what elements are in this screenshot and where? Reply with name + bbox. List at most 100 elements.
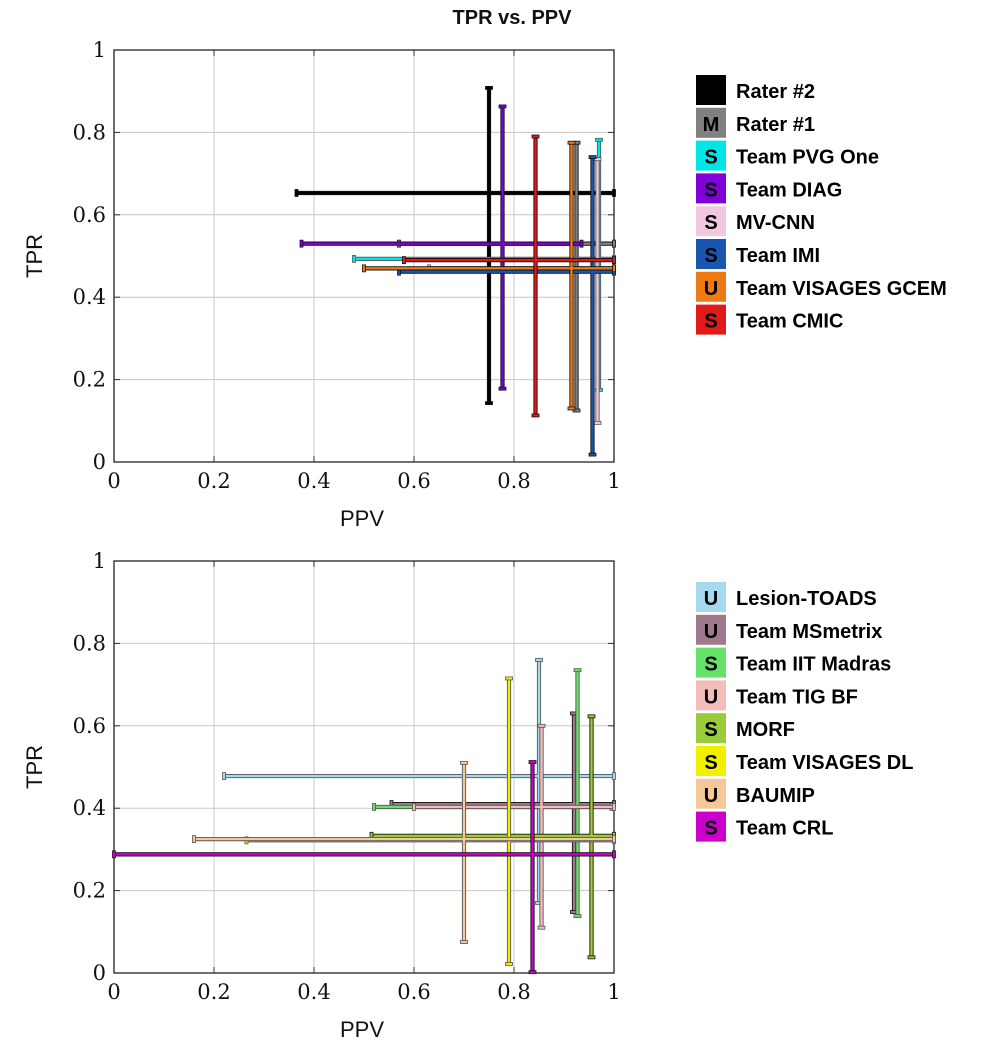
legend-swatch bbox=[696, 647, 726, 678]
x-axis-label: PPV bbox=[340, 506, 384, 531]
legend-item-team-tig-bf: U Team TIG BF bbox=[696, 680, 858, 711]
errorbar-cap bbox=[528, 760, 537, 764]
legend-swatch bbox=[696, 75, 726, 105]
x-tick-label: 0.8 bbox=[497, 469, 530, 493]
errorbar-cap bbox=[460, 940, 468, 944]
errorbar-cap bbox=[567, 406, 576, 411]
y-tick-label: 1 bbox=[93, 38, 106, 62]
legend-item-team-iit-madras: S Team IIT Madras bbox=[696, 647, 891, 678]
y-tick-label: 0.4 bbox=[73, 796, 106, 820]
errorbar-cap bbox=[485, 401, 493, 405]
plot-frame bbox=[113, 49, 615, 463]
series-team-visages-dl bbox=[244, 676, 616, 966]
x-tick-label: 0 bbox=[107, 980, 120, 1004]
errorbar-cap bbox=[537, 723, 546, 728]
series-mv-cnn bbox=[427, 157, 616, 425]
legend-item-team-visages-dl: S Team VISAGES DL bbox=[696, 746, 913, 776]
y-tick-label: 0.2 bbox=[73, 368, 106, 392]
errorbar-cap bbox=[112, 850, 116, 859]
legend-label: Team CRL bbox=[736, 818, 833, 840]
legend-label: Team PVG One bbox=[736, 147, 879, 169]
legend-item-baumip: U BAUMIP bbox=[696, 778, 815, 809]
legend-label: Team VISAGES GCEM bbox=[736, 278, 947, 300]
errorbar-cap bbox=[595, 137, 603, 142]
series-team-diag bbox=[299, 104, 584, 391]
errorbar-cap bbox=[498, 104, 507, 109]
legend-swatch bbox=[696, 811, 726, 842]
errorbar-cap bbox=[531, 413, 540, 418]
errorbar-cap bbox=[528, 970, 537, 975]
y-tick-label: 0.2 bbox=[73, 879, 106, 903]
x-tick-label: 1 bbox=[607, 469, 620, 493]
legend-swatch bbox=[696, 140, 726, 171]
errorbar-cap bbox=[588, 452, 597, 457]
errorbar-cap bbox=[372, 803, 376, 811]
legend-swatch bbox=[696, 107, 726, 138]
legend-swatch bbox=[696, 239, 726, 269]
x-tick-label: 0.4 bbox=[297, 980, 330, 1004]
y-tick-label: 1 bbox=[93, 549, 106, 573]
errorbar-cap bbox=[587, 955, 596, 960]
errorbar-cap bbox=[505, 962, 513, 966]
errorbar-cap bbox=[612, 772, 616, 780]
legend-badge: S bbox=[704, 212, 717, 234]
errorbar-cap bbox=[588, 155, 597, 160]
legend-badge: U bbox=[704, 621, 718, 643]
errorbar-cap bbox=[572, 408, 581, 413]
legend-swatch bbox=[696, 271, 726, 302]
legend-badge: S bbox=[704, 654, 717, 676]
y-axis-label: TPR bbox=[22, 234, 47, 278]
legend-label: Lesion-TOADS bbox=[736, 588, 877, 610]
legend-label: MORF bbox=[736, 719, 795, 741]
chart-panel-bottom: 0 0.2 0.4 0.6 0.8 1 0 0.2 0.4 0.6 0.8 1 PPV TPR U Lesio… bbox=[22, 549, 913, 1042]
errorbar-cap bbox=[612, 239, 616, 248]
series-baumip bbox=[192, 760, 616, 944]
legend-badge: U bbox=[704, 588, 718, 610]
legend-badge: S bbox=[704, 719, 717, 741]
errorbar-cap bbox=[612, 835, 616, 843]
series-team-crl bbox=[112, 760, 616, 975]
legend-badge: S bbox=[704, 245, 717, 267]
legend-label: Team IMI bbox=[736, 245, 820, 267]
legend-swatch bbox=[696, 713, 726, 744]
legend-badge: U bbox=[704, 785, 718, 807]
legend-swatch bbox=[696, 614, 726, 645]
y-tick-label: 0.8 bbox=[73, 120, 106, 144]
x-tick-label: 1 bbox=[607, 980, 620, 1004]
chart-panel-top: 0 0.2 0.4 0.6 0.8 1 0 0.2 0.4 0.6 0.8 1 PPV TPR Rater … bbox=[22, 38, 947, 531]
y-tick-label: 0 bbox=[93, 450, 106, 474]
legend-label: Rater #2 bbox=[736, 81, 815, 103]
errorbar-cap bbox=[402, 256, 406, 265]
legend-label: BAUMIP bbox=[736, 785, 815, 807]
y-axis-label: TPR bbox=[22, 745, 47, 789]
x-tick-label: 0.8 bbox=[497, 980, 530, 1004]
legend-badge: U bbox=[704, 278, 718, 300]
errorbar-cap bbox=[593, 420, 602, 425]
legend-badge: S bbox=[704, 147, 717, 169]
legend-item-team-visages-gcem: U Team VISAGES GCEM bbox=[696, 271, 947, 302]
legend-label: Team MSmetrix bbox=[736, 621, 882, 643]
errorbar-cap bbox=[573, 914, 582, 919]
series-morf bbox=[369, 714, 616, 960]
series-team-visages-gcem bbox=[362, 140, 616, 411]
legend-item-team-pvg-one: S Team PVG One bbox=[696, 140, 879, 171]
legend-item-team-msmetrix: U Team MSmetrix bbox=[696, 614, 882, 645]
legend-item-rater-1: M Rater #1 bbox=[696, 107, 815, 138]
legend-item-team-diag: S Team DIAG bbox=[696, 173, 842, 204]
legend-label: Team IIT Madras bbox=[736, 654, 891, 676]
y-tick-label: 0.6 bbox=[73, 203, 106, 227]
errorbar-cap bbox=[531, 134, 540, 139]
errorbar-cap bbox=[498, 386, 507, 391]
errorbar-cap bbox=[612, 189, 616, 197]
chart-title: TPR vs. PPV bbox=[453, 7, 573, 29]
x-tick-label: 0.2 bbox=[197, 980, 230, 1004]
errorbar-cap bbox=[587, 714, 596, 719]
errorbar-cap bbox=[612, 256, 616, 265]
legend-item-team-crl: S Team CRL bbox=[696, 811, 833, 842]
legend-label: Rater #1 bbox=[736, 114, 815, 136]
errorbar-cap bbox=[352, 254, 356, 263]
legend-badge: S bbox=[704, 752, 717, 774]
legend-swatch bbox=[696, 173, 726, 204]
x-tick-label: 0.2 bbox=[197, 469, 230, 493]
series-rater-1 bbox=[397, 140, 616, 413]
